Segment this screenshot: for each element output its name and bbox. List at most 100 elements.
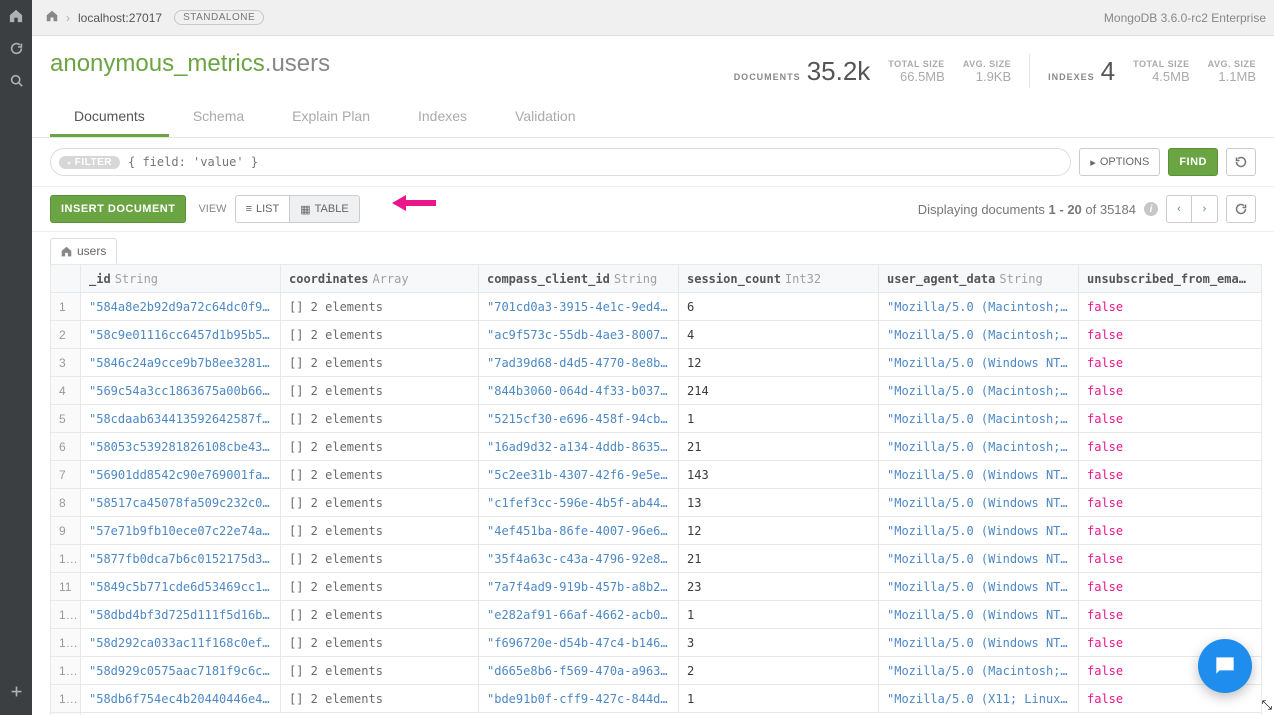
cell-coordinates[interactable]: [] 2 elements xyxy=(281,321,479,349)
cell-id[interactable]: "569c54a3cc1863675a00b66e" xyxy=(81,377,281,405)
cell-coordinates[interactable]: [] 2 elements xyxy=(281,685,479,713)
cell-user-agent[interactable]: "Mozilla/5.0 (Macintosh; Int xyxy=(879,321,1079,349)
cell-user-agent[interactable]: "Mozilla/5.0 (Windows NT 6.1 xyxy=(879,629,1079,657)
table-row[interactable]: 4"569c54a3cc1863675a00b66e"[] 2 elements… xyxy=(51,377,1262,405)
next-page-button[interactable]: › xyxy=(1192,195,1218,223)
search-icon[interactable] xyxy=(0,64,32,96)
cell-compass-client-id[interactable]: "f696720e-d54b-47c4-b146-31b xyxy=(479,629,679,657)
cell-compass-client-id[interactable]: "5c2ee31b-4307-42f6-9e5e-648 xyxy=(479,461,679,489)
cell-user-agent[interactable]: "Mozilla/5.0 (Windows NT 6.1 xyxy=(879,601,1079,629)
cell-id[interactable]: "58dbd4bf3d725d111f5d16b8" xyxy=(81,601,281,629)
cell-user-agent[interactable]: "Mozilla/5.0 (Macintosh; Int xyxy=(879,433,1079,461)
cell-user-agent[interactable]: "Mozilla/5.0 (Windows NT 10. xyxy=(879,545,1079,573)
cell-id[interactable]: "57e71b9fb10ece07c22e74a5" xyxy=(81,517,281,545)
cell-compass-client-id[interactable]: "5215cf30-e696-458f-94cb-aeb xyxy=(479,405,679,433)
table-row[interactable]: 8"58517ca45078fa509c232c09"[] 2 elements… xyxy=(51,489,1262,517)
cell-id[interactable]: "58d292ca033ac11f168c0ef7" xyxy=(81,629,281,657)
cell-session-count[interactable]: 1 xyxy=(679,601,879,629)
cell-user-agent[interactable]: "Mozilla/5.0 (Windows NT 6.1 xyxy=(879,461,1079,489)
cell-id[interactable]: "56901dd8542c90e769001fa7" xyxy=(81,461,281,489)
cell-coordinates[interactable]: [] 2 elements xyxy=(281,293,479,321)
cell-session-count[interactable]: 13 xyxy=(679,489,879,517)
table-row[interactable]: 7"56901dd8542c90e769001fa7"[] 2 elements… xyxy=(51,461,1262,489)
reset-button[interactable] xyxy=(1226,148,1256,176)
cell-coordinates[interactable]: [] 2 elements xyxy=(281,545,479,573)
cell-compass-client-id[interactable]: "ac9f573c-55db-4ae3-8007-b1c xyxy=(479,321,679,349)
breadcrumb-home-icon[interactable] xyxy=(46,10,58,25)
cell-compass-client-id[interactable]: "7a7f4ad9-919b-457b-a8b2-b4a xyxy=(479,573,679,601)
prev-page-button[interactable]: ‹ xyxy=(1166,195,1192,223)
tab-documents[interactable]: Documents xyxy=(50,98,169,137)
table-row[interactable]: 15"58db6f754ec4b20440446e45"[] 2 element… xyxy=(51,685,1262,713)
column-coordinates[interactable]: coordinatesArray xyxy=(281,265,479,293)
cell-coordinates[interactable]: [] 2 elements xyxy=(281,657,479,685)
table-row[interactable]: 1"584a8e2b92d9a72c64dc0f90"[] 2 elements… xyxy=(51,293,1262,321)
cell-user-agent[interactable]: "Mozilla/5.0 (Macintosh; Int xyxy=(879,405,1079,433)
cell-coordinates[interactable]: [] 2 elements xyxy=(281,489,479,517)
cell-user-agent[interactable]: "Mozilla/5.0 (Windows NT 10. xyxy=(879,573,1079,601)
info-icon[interactable]: i xyxy=(1144,202,1158,216)
table-row[interactable]: 2"58c9e01116cc6457d1b95b52"[] 2 elements… xyxy=(51,321,1262,349)
filter-input[interactable] xyxy=(128,155,1062,169)
refresh-button[interactable] xyxy=(1226,195,1256,223)
cell-session-count[interactable]: 214 xyxy=(679,377,879,405)
cell-id[interactable]: "584a8e2b92d9a72c64dc0f90" xyxy=(81,293,281,321)
cell-id[interactable]: "5846c24a9cce9b7b8ee32812" xyxy=(81,349,281,377)
cell-id[interactable]: "58d929c0575aac7181f9c6ca" xyxy=(81,657,281,685)
column-compass_client_id[interactable]: compass_client_idString xyxy=(479,265,679,293)
table-row[interactable]: 14"58d929c0575aac7181f9c6ca"[] 2 element… xyxy=(51,657,1262,685)
cell-session-count[interactable]: 21 xyxy=(679,433,879,461)
cell-session-count[interactable]: 6 xyxy=(679,293,879,321)
cell-compass-client-id[interactable]: "701cd0a3-3915-4e1c-9ed4-be0 xyxy=(479,293,679,321)
cell-coordinates[interactable]: [] 2 elements xyxy=(281,433,479,461)
cell-coordinates[interactable]: [] 2 elements xyxy=(281,601,479,629)
breadcrumb-chip[interactable]: users xyxy=(50,238,117,264)
cell-unsubscribed[interactable]: false xyxy=(1079,377,1262,405)
chat-bubble[interactable] xyxy=(1198,639,1252,693)
table-row[interactable]: 3"5846c24a9cce9b7b8ee32812"[] 2 elements… xyxy=(51,349,1262,377)
cell-coordinates[interactable]: [] 2 elements xyxy=(281,377,479,405)
cell-coordinates[interactable]: [] 2 elements xyxy=(281,517,479,545)
cell-unsubscribed[interactable]: false xyxy=(1079,461,1262,489)
cell-user-agent[interactable]: "Mozilla/5.0 (X11; Linux x86 xyxy=(879,685,1079,713)
cell-id[interactable]: "58053c539281826108cbe43f" xyxy=(81,433,281,461)
cell-unsubscribed[interactable]: false xyxy=(1079,517,1262,545)
cell-id[interactable]: "58517ca45078fa509c232c09" xyxy=(81,489,281,517)
table-row[interactable]: 5"58cdaab634413592642587fc"[] 2 elements… xyxy=(51,405,1262,433)
cell-coordinates[interactable]: [] 2 elements xyxy=(281,629,479,657)
cell-compass-client-id[interactable]: "bde91b0f-cff9-427c-844d-b19 xyxy=(479,685,679,713)
table-row[interactable]: 11"5849c5b771cde6d53469cc14"[] 2 element… xyxy=(51,573,1262,601)
cell-session-count[interactable]: 23 xyxy=(679,573,879,601)
column-user_agent_data[interactable]: user_agent_dataString xyxy=(879,265,1079,293)
cell-user-agent[interactable]: "Mozilla/5.0 (Windows NT 10. xyxy=(879,517,1079,545)
cell-compass-client-id[interactable]: "4ef451ba-86fe-4007-96e6-996 xyxy=(479,517,679,545)
cell-unsubscribed[interactable]: false xyxy=(1079,573,1262,601)
home-icon[interactable] xyxy=(0,0,32,32)
cell-user-agent[interactable]: "Mozilla/5.0 (Macintosh; Int xyxy=(879,377,1079,405)
column-session_count[interactable]: session_countInt32 xyxy=(679,265,879,293)
table-row[interactable]: 13"58d292ca033ac11f168c0ef7"[] 2 element… xyxy=(51,629,1262,657)
cell-session-count[interactable]: 2 xyxy=(679,657,879,685)
cell-session-count[interactable]: 1 xyxy=(679,685,879,713)
cell-unsubscribed[interactable]: false xyxy=(1079,349,1262,377)
table-row[interactable]: 6"58053c539281826108cbe43f"[] 2 elements… xyxy=(51,433,1262,461)
cell-id[interactable]: "5849c5b771cde6d53469cc14" xyxy=(81,573,281,601)
table-view-button[interactable]: ▦ TABLE xyxy=(290,195,359,223)
cell-session-count[interactable]: 3 xyxy=(679,629,879,657)
cell-unsubscribed[interactable]: false xyxy=(1079,601,1262,629)
column-unsubscribed_from_emails[interactable]: unsubscribed_from_emailsBo xyxy=(1079,265,1262,293)
cell-unsubscribed[interactable]: false xyxy=(1079,321,1262,349)
cell-id[interactable]: "5877fb0dca7b6c0152175d3f" xyxy=(81,545,281,573)
cell-compass-client-id[interactable]: "e282af91-66af-4662-acb0-677 xyxy=(479,601,679,629)
options-button[interactable]: ▸ OPTIONS xyxy=(1079,148,1160,176)
cell-compass-client-id[interactable]: "7ad39d68-d4d5-4770-8e8b-5b8 xyxy=(479,349,679,377)
cell-compass-client-id[interactable]: "c1fef3cc-596e-4b5f-ab44-1ca xyxy=(479,489,679,517)
tab-schema[interactable]: Schema xyxy=(169,98,268,137)
cell-id[interactable]: "58cdaab634413592642587fc" xyxy=(81,405,281,433)
cell-session-count[interactable]: 12 xyxy=(679,517,879,545)
cell-compass-client-id[interactable]: "d665e8b6-f569-470a-a963-5db xyxy=(479,657,679,685)
cell-session-count[interactable]: 143 xyxy=(679,461,879,489)
table-row[interactable]: 10"5877fb0dca7b6c0152175d3f"[] 2 element… xyxy=(51,545,1262,573)
cell-id[interactable]: "58db6f754ec4b20440446e45" xyxy=(81,685,281,713)
cell-compass-client-id[interactable]: "35f4a63c-c43a-4796-92e8-d05 xyxy=(479,545,679,573)
